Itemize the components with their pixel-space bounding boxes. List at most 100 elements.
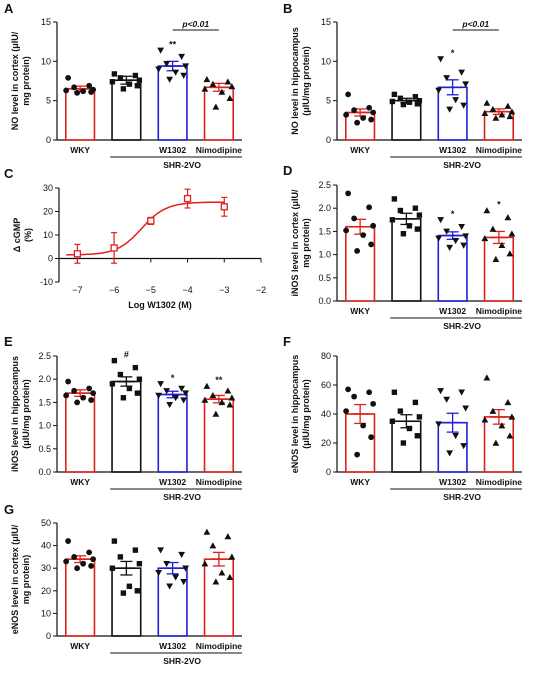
data-point <box>218 399 226 406</box>
x-category-label: WKY <box>70 641 90 651</box>
data-point <box>366 204 373 211</box>
data-point <box>209 542 217 549</box>
data-point <box>498 241 506 249</box>
data-point <box>180 579 188 586</box>
x-category-label: WKY <box>70 477 90 487</box>
x-category-label: Nimodipine <box>196 477 243 487</box>
y-tick-label: 80 <box>321 351 331 361</box>
data-point <box>462 405 470 412</box>
data-point <box>389 418 396 424</box>
data-point <box>109 381 116 387</box>
significance-mark: * <box>497 200 501 210</box>
data-point <box>63 392 70 399</box>
y-tick-label: 1.0 <box>318 250 331 260</box>
data-point <box>172 69 180 76</box>
data-point <box>416 212 423 218</box>
data-point <box>343 111 350 118</box>
data-point <box>406 223 413 229</box>
data-point <box>220 203 228 211</box>
data-point <box>126 385 133 392</box>
data-point <box>492 439 500 446</box>
data-point <box>182 390 190 397</box>
y-tick-label: 5 <box>46 96 51 106</box>
data-point <box>88 89 95 95</box>
data-point <box>508 108 516 115</box>
data-point <box>172 574 180 581</box>
data-point <box>360 232 367 239</box>
data-point <box>126 81 133 87</box>
data-point <box>446 106 454 113</box>
data-point <box>366 104 373 111</box>
x-tick-label: −6 <box>109 285 119 295</box>
y-axis-label: Δ cGMP(%) <box>12 218 33 252</box>
data-point <box>157 381 165 388</box>
x-tick-label: −3 <box>219 285 229 295</box>
x-category-label: W1302 <box>159 145 186 155</box>
data-point <box>504 399 512 406</box>
x-category-label: W1302 <box>159 641 186 651</box>
data-point <box>63 87 70 94</box>
data-point <box>368 434 375 441</box>
data-point <box>155 66 163 73</box>
data-point <box>366 389 373 396</box>
y-axis-label: iNOS level in hippocampus(μIU/mg protein… <box>10 356 31 472</box>
data-point <box>343 408 350 414</box>
bar <box>157 567 188 637</box>
data-point <box>389 98 396 105</box>
data-point <box>389 217 396 223</box>
y-axis-label: eNOS level in cortex (μIU/mg protein) <box>10 524 31 634</box>
data-point <box>80 560 87 567</box>
significance-mark: ** <box>215 375 223 385</box>
y-tick-label: 10 <box>321 56 331 66</box>
data-point <box>74 89 81 96</box>
data-point <box>351 107 358 114</box>
data-point <box>345 190 352 197</box>
y-tick-label: 30 <box>43 183 53 193</box>
data-point <box>226 573 234 580</box>
group-label: SHR-2VO <box>163 656 201 666</box>
data-point <box>400 440 407 446</box>
y-tick-label: 0.0 <box>38 467 51 477</box>
data-point <box>90 556 97 563</box>
y-tick-label: 0.5 <box>318 273 331 283</box>
data-point <box>416 414 423 420</box>
data-point <box>437 217 445 224</box>
data-point <box>224 533 232 540</box>
data-point <box>406 99 413 105</box>
data-point <box>498 422 506 429</box>
y-tick-label: 1.5 <box>318 226 331 236</box>
data-point <box>157 47 165 54</box>
data-point <box>111 538 118 544</box>
data-point <box>73 250 82 258</box>
group-label: SHR-2VO <box>163 492 201 502</box>
data-point <box>414 433 421 439</box>
y-tick-label: 15 <box>41 17 51 27</box>
data-point <box>435 421 443 428</box>
data-point <box>437 56 445 63</box>
data-point <box>65 74 72 81</box>
data-point <box>163 60 171 68</box>
data-point <box>63 558 70 565</box>
data-point <box>166 76 174 83</box>
y-tick-label: 20 <box>41 586 51 596</box>
data-point <box>201 85 209 92</box>
data-point <box>481 416 489 423</box>
data-point <box>492 255 500 262</box>
data-point <box>406 425 413 432</box>
data-point <box>370 109 377 116</box>
data-point <box>351 215 358 222</box>
y-tick-label: 10 <box>43 230 53 240</box>
data-point <box>180 397 188 404</box>
x-tick-label: −4 <box>182 285 192 295</box>
bar <box>64 558 96 637</box>
data-point <box>481 234 489 242</box>
data-point <box>65 538 72 544</box>
panel-b: B 0 5 10 15 NO level in hippocampus(μIU/mg pr… <box>283 1 522 170</box>
data-point <box>498 111 506 118</box>
y-tick-label: 60 <box>321 380 331 390</box>
bar <box>391 99 422 141</box>
data-point <box>360 115 367 121</box>
data-point <box>481 109 489 116</box>
data-point <box>180 72 188 79</box>
data-point <box>86 549 93 556</box>
